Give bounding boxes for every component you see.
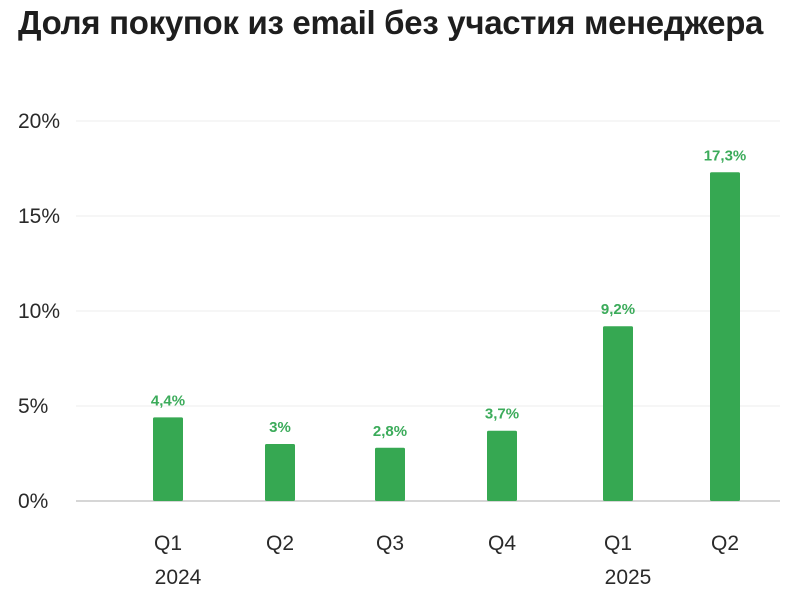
bar bbox=[265, 444, 295, 501]
data-label: 17,3% bbox=[704, 147, 747, 164]
x-tick-label: Q4 bbox=[488, 532, 516, 555]
y-tick-label: 20% bbox=[18, 110, 60, 133]
chart-title: Доля покупок из email без участия менедж… bbox=[18, 4, 764, 41]
bar bbox=[603, 326, 633, 501]
y-tick-label: 0% bbox=[18, 490, 48, 513]
x-tick-label: Q1 bbox=[604, 532, 632, 555]
data-label: 3,7% bbox=[485, 406, 519, 423]
x-tick-label: Q3 bbox=[376, 532, 404, 555]
y-tick-label: 10% bbox=[18, 300, 60, 323]
data-labels: 4,4% 3% 2,8% 3,7% 9,2% 17,3% bbox=[151, 147, 747, 440]
bar bbox=[487, 430, 517, 501]
x-axis-labels: Q1 Q2 Q3 Q4 Q1 Q2 2024 2025 bbox=[154, 532, 739, 589]
data-label: 9,2% bbox=[601, 301, 635, 318]
x-tick-label: Q2 bbox=[266, 532, 294, 555]
bar bbox=[710, 172, 740, 502]
bar bbox=[153, 417, 183, 501]
y-axis-tick-labels: 0% 5% 10% 15% 20% bbox=[18, 110, 60, 513]
y-tick-label: 5% bbox=[18, 395, 48, 418]
x-tick-label: Q1 bbox=[154, 532, 182, 555]
data-label: 3% bbox=[269, 419, 291, 436]
data-label: 2,8% bbox=[373, 423, 407, 440]
year-group-label: 2024 bbox=[155, 566, 202, 589]
bars bbox=[153, 172, 740, 502]
y-tick-label: 15% bbox=[18, 205, 60, 228]
year-group-label: 2025 bbox=[605, 566, 652, 589]
bar bbox=[375, 447, 405, 501]
gridlines bbox=[76, 120, 780, 502]
data-label: 4,4% bbox=[151, 392, 185, 409]
x-tick-label: Q2 bbox=[711, 532, 739, 555]
